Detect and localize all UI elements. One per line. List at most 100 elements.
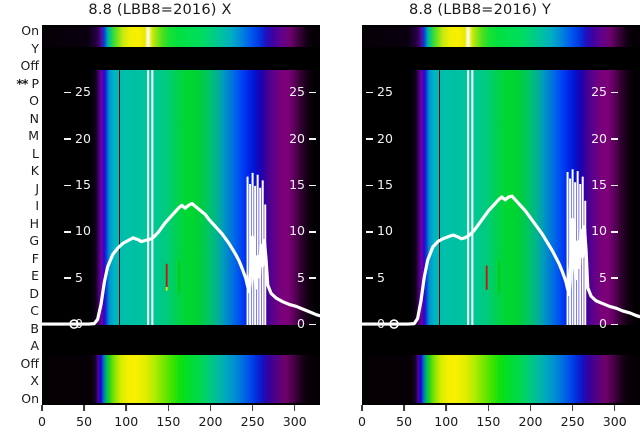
y-tick-label-0: 0 [599, 317, 618, 331]
y-tick-mark [611, 184, 618, 187]
color-band [202, 27, 213, 47]
y-tick-value: 25 [75, 84, 91, 100]
row-label-d-15: D [29, 285, 39, 301]
row-label-y-1: Y [31, 40, 39, 56]
plot-panel-right[interactable]: 0 0 5 5 10 10 15 15 20 20 25 25 [362, 25, 640, 405]
color-band [559, 27, 566, 47]
y-tick-mark [64, 323, 71, 326]
color-band [454, 70, 464, 325]
color-band [122, 27, 130, 47]
y-tick-value: 15 [377, 176, 393, 192]
x-tick-300: 300 [283, 405, 307, 429]
color-band [633, 27, 640, 47]
y-tick-mark [366, 323, 373, 326]
colorbar-strip-top [362, 27, 640, 47]
color-band [114, 355, 122, 403]
color-band [466, 355, 475, 403]
colorbar-strip-bottom [42, 355, 320, 403]
color-band [554, 355, 563, 403]
color-band [99, 70, 102, 325]
color-band [429, 355, 435, 403]
color-band [42, 27, 89, 47]
y-tick-label-20: 20 [591, 132, 618, 146]
y-tick-label-25: 25 [64, 84, 91, 100]
color-band [101, 70, 105, 325]
color-band [242, 355, 250, 403]
color-band [474, 355, 484, 403]
y-tick-label-0: 0 [64, 317, 83, 331]
row-label-text: P [31, 75, 39, 91]
x-tick-100: 100 [114, 405, 138, 429]
x-tick-150: 150 [156, 405, 180, 429]
y-tick-label-5: 5 [366, 271, 385, 285]
y-tick-label-25: 25 [591, 85, 618, 99]
row-label-f-13: F [31, 250, 39, 266]
panel-title-right: 8.8 (LBB8=2016) Y [408, 2, 552, 18]
color-band [415, 70, 420, 325]
color-band [562, 70, 568, 325]
color-band [242, 70, 248, 325]
y-tick-mark [309, 277, 316, 279]
color-band [631, 355, 640, 403]
color-band [510, 355, 521, 403]
plot-panel-left[interactable]: 0 0 5 5 10 10 15 15 20 20 25 25 [42, 25, 320, 405]
color-band [274, 70, 282, 325]
color-band [456, 355, 467, 403]
y-tick-mark [309, 230, 316, 233]
y-tick-label-15: 15 [64, 178, 91, 192]
row-label-star: ** [16, 75, 28, 91]
color-band [362, 27, 409, 47]
color-band [481, 27, 489, 47]
color-band [442, 27, 450, 47]
color-band [175, 70, 182, 325]
color-band [127, 355, 137, 403]
color-band [565, 27, 573, 47]
color-band [272, 27, 282, 47]
color-band [420, 355, 424, 403]
color-band [136, 355, 147, 403]
color-band [286, 355, 295, 403]
x-tick-150: 150 [476, 405, 500, 429]
color-band [410, 355, 416, 403]
color-band [488, 27, 499, 47]
color-band [362, 355, 411, 403]
color-band [259, 27, 267, 47]
color-band [362, 70, 411, 325]
y-tick-mark [64, 230, 71, 233]
row-label-p-3: ** P [13, 75, 42, 91]
x-tick-mark [294, 405, 296, 411]
x-tick-mark [251, 405, 254, 411]
color-band [255, 355, 263, 403]
x-tick-label: 100 [434, 414, 459, 429]
y-tick-label-15: 15 [591, 178, 618, 192]
color-band [424, 70, 427, 325]
color-band [208, 70, 216, 325]
x-axis-right: 0 50 100 150 200 250 300 [358, 405, 640, 440]
color-band [106, 355, 110, 403]
color-band [190, 27, 203, 47]
color-band [188, 70, 196, 325]
color-band [313, 27, 320, 47]
panel-title-left: 8.8 (LBB8=2016) X [88, 2, 232, 18]
row-label-a-18: A [30, 338, 39, 353]
color-band [151, 27, 155, 47]
color-band [446, 70, 455, 325]
color-band [510, 27, 523, 47]
x-tick-label: 250 [240, 414, 265, 429]
row-label-b-17: B [30, 320, 39, 336]
y-tick-mark [309, 138, 316, 140]
color-band [111, 27, 117, 47]
x-tick-mark [487, 405, 490, 411]
x-tick-label: 150 [156, 414, 181, 429]
color-band [200, 355, 209, 403]
color-band [163, 355, 172, 403]
trace-overlay [42, 70, 320, 329]
color-band [159, 70, 169, 325]
color-band [522, 27, 533, 47]
color-band [575, 355, 583, 403]
color-band [168, 27, 179, 47]
y-tick-mark [611, 277, 618, 279]
color-band [522, 70, 529, 325]
y-tick-mark [366, 91, 373, 94]
y-tick-value: 10 [377, 223, 393, 239]
